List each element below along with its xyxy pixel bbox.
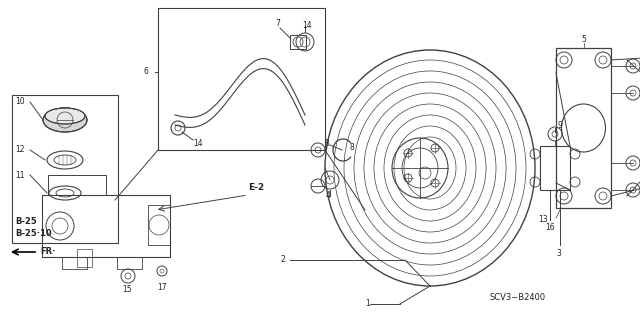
Text: 3: 3	[556, 249, 561, 257]
Text: 10: 10	[15, 98, 24, 107]
Bar	[158, 8, 325, 150]
Text: 11: 11	[15, 170, 24, 180]
Bar	[48, 175, 106, 195]
Text: 1: 1	[365, 300, 370, 308]
Text: 13: 13	[538, 216, 548, 225]
Text: 8: 8	[350, 144, 355, 152]
Text: 15: 15	[122, 286, 132, 294]
Text: 17: 17	[157, 284, 167, 293]
Text: 6: 6	[143, 68, 148, 77]
Bar	[540, 146, 570, 190]
Text: 8: 8	[324, 138, 329, 147]
Text: FR·: FR·	[40, 248, 56, 256]
Bar	[77, 249, 92, 267]
Text: 4: 4	[326, 191, 331, 201]
Ellipse shape	[45, 108, 85, 124]
Bar	[42, 195, 170, 257]
Text: 14: 14	[193, 138, 203, 147]
Bar	[12, 95, 118, 243]
Text: 16: 16	[545, 224, 555, 233]
Bar	[290, 35, 306, 49]
Bar	[556, 48, 611, 208]
Ellipse shape	[43, 108, 87, 132]
Bar	[117, 257, 142, 269]
Bar	[62, 257, 87, 269]
Text: 9: 9	[558, 122, 563, 130]
Bar	[148, 205, 170, 245]
Text: 14: 14	[302, 21, 312, 31]
Text: E-2: E-2	[248, 183, 264, 192]
Text: 2: 2	[280, 256, 285, 264]
Text: 12: 12	[15, 145, 24, 154]
Text: B-25: B-25	[15, 218, 36, 226]
Text: SCV3−B2400: SCV3−B2400	[490, 293, 546, 302]
Text: 7: 7	[275, 19, 280, 28]
Text: B-25·10: B-25·10	[15, 229, 52, 239]
Text: 5: 5	[581, 35, 586, 44]
